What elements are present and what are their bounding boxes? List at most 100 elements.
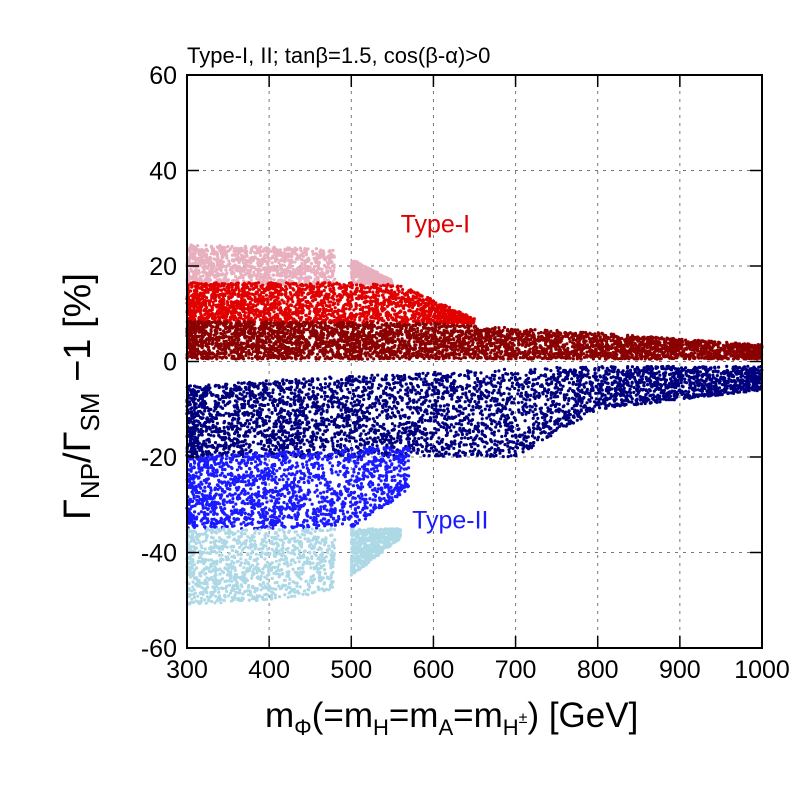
- data-point: [408, 308, 412, 312]
- data-point: [212, 281, 216, 285]
- data-point: [425, 309, 429, 313]
- data-point: [403, 310, 407, 315]
- data-point: [354, 302, 358, 306]
- data-point: [206, 316, 210, 320]
- data-point: [395, 285, 399, 289]
- data-point: [246, 269, 250, 273]
- data-point: [258, 276, 263, 280]
- data-point: [371, 307, 375, 311]
- data-point: [443, 318, 447, 322]
- data-point: [248, 310, 253, 314]
- data-point: [198, 275, 202, 279]
- data-point: [193, 255, 197, 259]
- data-point: [249, 261, 253, 265]
- data-point: [268, 276, 272, 280]
- data-point: [433, 312, 437, 316]
- data-point: [411, 306, 415, 310]
- data-point: [270, 261, 274, 265]
- data-point: [209, 285, 213, 289]
- data-point: [231, 311, 235, 315]
- data-point: [332, 288, 336, 292]
- data-point: [242, 294, 246, 298]
- data-point: [464, 313, 468, 317]
- data-point: [272, 310, 276, 314]
- data-point: [263, 247, 267, 251]
- data-point: [307, 258, 311, 262]
- data-point: [315, 303, 319, 308]
- data-point: [399, 284, 403, 288]
- data-point: [329, 283, 333, 287]
- data-point: [252, 313, 256, 317]
- data-point: [214, 269, 218, 273]
- data-point: [255, 298, 259, 302]
- data-point: [194, 249, 198, 253]
- data-point: [261, 259, 265, 263]
- data-point: [410, 289, 414, 293]
- data-point: [280, 298, 284, 302]
- data-point: [206, 299, 210, 303]
- data-point: [335, 281, 339, 285]
- data-point: [275, 302, 279, 306]
- data-point: [433, 316, 437, 320]
- data-point: [288, 261, 292, 266]
- data-point: [389, 292, 393, 296]
- data-point: [305, 284, 309, 288]
- data-point: [239, 316, 243, 320]
- data-point: [232, 259, 236, 263]
- data-point: [312, 280, 316, 284]
- data-point: [221, 283, 225, 287]
- data-point: [278, 283, 282, 288]
- data-point: [257, 288, 261, 292]
- data-point: [240, 304, 244, 308]
- data-point: [348, 315, 352, 319]
- data-point: [447, 321, 452, 325]
- data-point: [189, 276, 193, 280]
- data-point: [257, 293, 261, 297]
- data-point: [250, 258, 254, 262]
- data-point: [254, 292, 258, 296]
- data-point: [203, 289, 207, 293]
- data-point: [196, 300, 200, 304]
- data-point: [344, 307, 348, 311]
- data-point: [289, 282, 293, 286]
- data-point: [242, 261, 246, 265]
- data-point: [246, 291, 250, 295]
- data-point: [370, 315, 374, 319]
- data-point: [222, 287, 226, 291]
- data-point: [318, 309, 322, 313]
- data-point: [196, 269, 200, 273]
- data-point: [280, 259, 284, 263]
- data-point: [213, 315, 217, 319]
- data-point: [324, 309, 328, 313]
- data-point: [416, 329, 420, 333]
- data-point: [458, 310, 462, 314]
- chart-title: Type-I, II; tanβ=1.5, cos(β-α)>0: [187, 43, 490, 68]
- data-point: [369, 299, 373, 303]
- data-point: [405, 317, 409, 321]
- data-point: [200, 317, 204, 321]
- data-point: [264, 259, 268, 263]
- data-point: [382, 300, 387, 304]
- data-point: [340, 295, 344, 299]
- data-point: [217, 288, 221, 292]
- data-point: [218, 299, 222, 303]
- data-point: [266, 256, 270, 260]
- data-point: [250, 298, 254, 302]
- data-point: [207, 261, 211, 265]
- data-point: [216, 282, 221, 286]
- data-point: [360, 312, 365, 316]
- data-point: [233, 263, 237, 267]
- data-point: [209, 256, 213, 261]
- data-point: [330, 255, 334, 259]
- data-point: [394, 293, 398, 297]
- data-point: [245, 260, 249, 264]
- data-point: [332, 265, 336, 269]
- data-point: [223, 246, 227, 250]
- data-point: [323, 281, 327, 285]
- data-point: [226, 278, 230, 282]
- data-point: [469, 319, 473, 323]
- data-point: [458, 314, 462, 318]
- data-point: [222, 264, 226, 268]
- data-point: [276, 251, 280, 255]
- data-point: [326, 304, 330, 308]
